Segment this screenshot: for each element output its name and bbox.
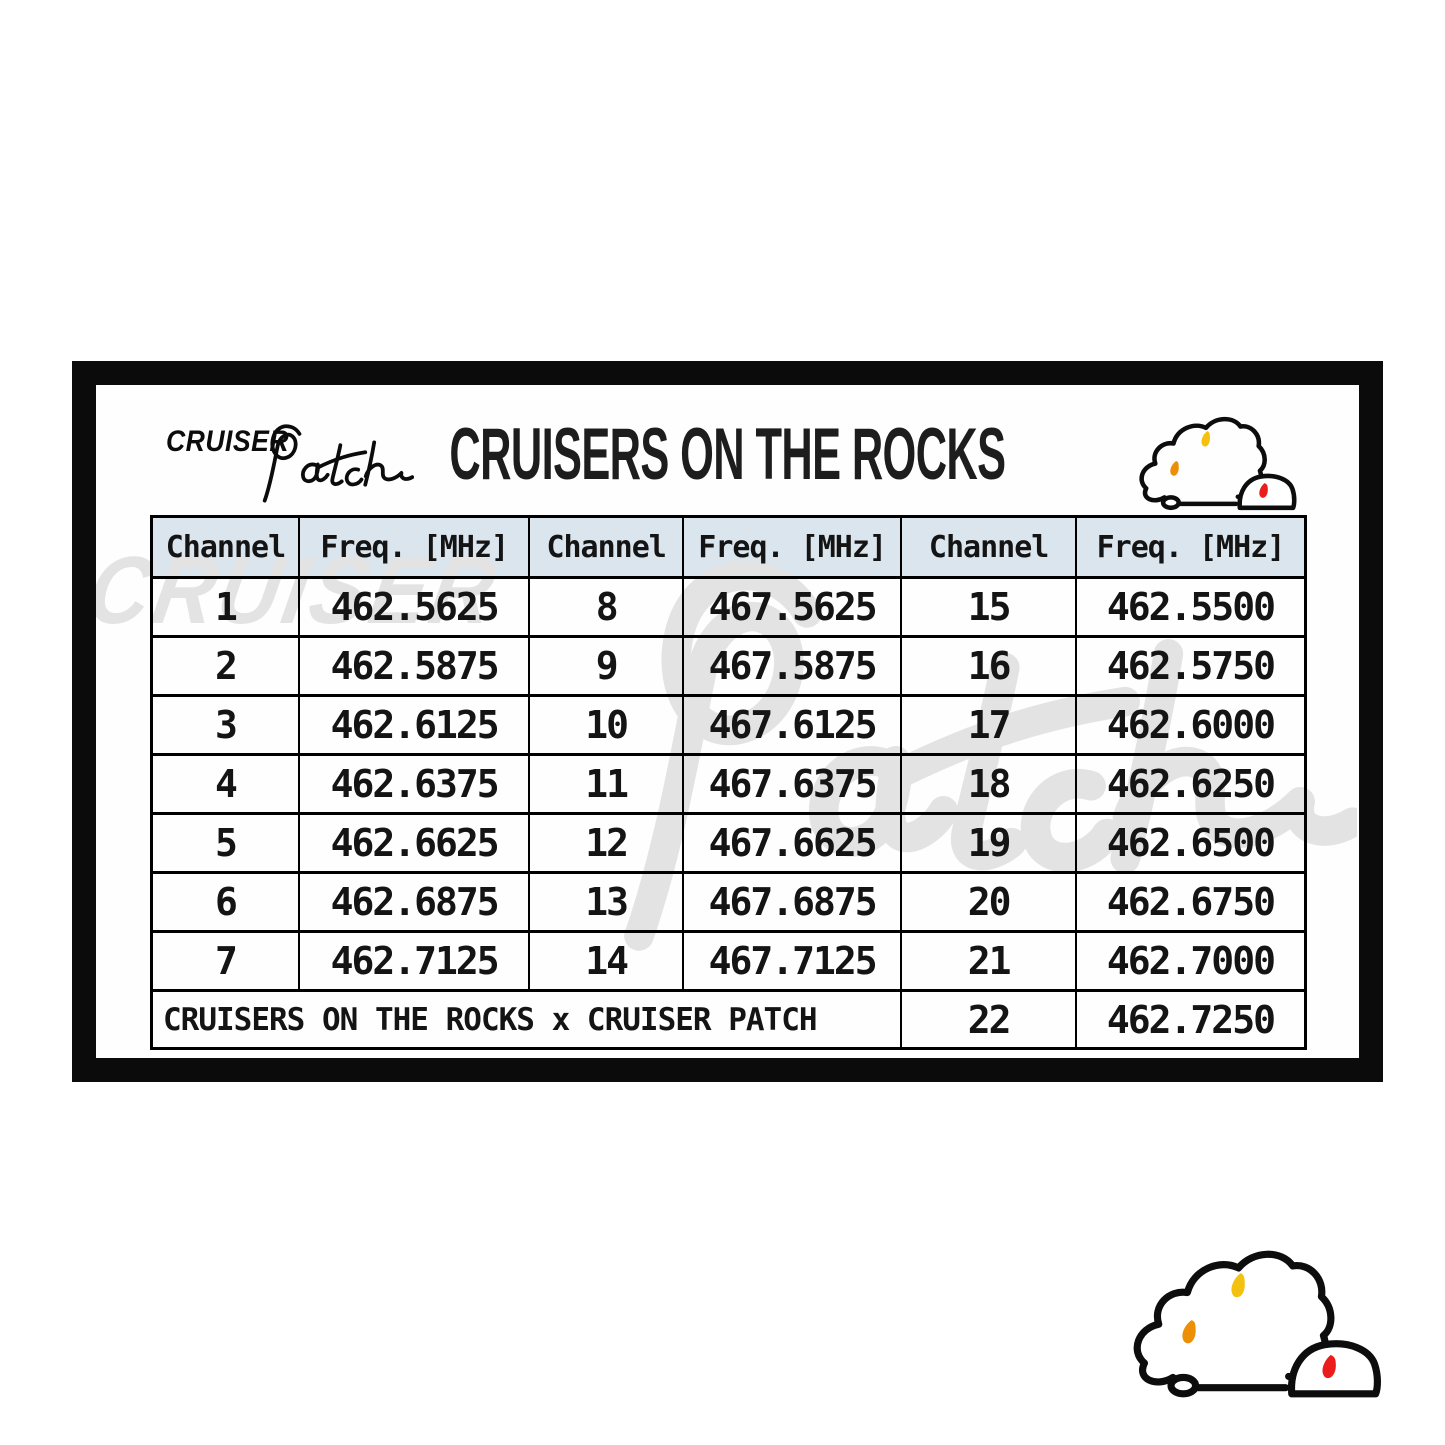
channel-cell: 5: [150, 812, 300, 874]
table-container: Channel Freq. [MHz] Channel Freq. [MHz] …: [150, 515, 1307, 1050]
channel-cell: 2: [150, 635, 300, 697]
freq-cell: 462.6750: [1074, 871, 1307, 933]
channel-cell: 10: [528, 694, 684, 756]
header-cell-channel: Channel: [528, 515, 684, 579]
channel-cell: 3: [150, 694, 300, 756]
freq-cell: 467.6125: [681, 694, 903, 756]
channel-cell: 16: [900, 635, 1077, 697]
channel-cell: 17: [900, 694, 1077, 756]
channel-cell: 7: [150, 930, 300, 992]
freq-cell: 462.6000: [1074, 694, 1307, 756]
channel-cell: 11: [528, 753, 684, 815]
freq-cell: 467.6875: [681, 871, 903, 933]
freq-cell: 467.6625: [681, 812, 903, 874]
table-row: 6 462.6875 13 467.6875 20 462.6750: [150, 871, 1307, 933]
freq-cell: 462.5750: [1074, 635, 1307, 697]
freq-cell: 462.6500: [1074, 812, 1307, 874]
card-title: CRUISERS ON THE ROCKS: [449, 413, 1006, 495]
channel-cell: 12: [528, 812, 684, 874]
freq-cell: 467.5875: [681, 635, 903, 697]
channel-cell: 9: [528, 635, 684, 697]
freq-cell: 462.7125: [297, 930, 531, 992]
freq-cell: 462.6625: [297, 812, 531, 874]
table-row: 7 462.7125 14 467.7125 21 462.7000: [150, 930, 1307, 992]
freq-cell: 462.6250: [1074, 753, 1307, 815]
table-row: 4 462.6375 11 467.6375 18 462.6250: [150, 753, 1307, 815]
table-row: 1 462.5625 8 467.5625 15 462.5500: [150, 576, 1307, 638]
table-row: 3 462.6125 10 467.6125 17 462.6000: [150, 694, 1307, 756]
channel-cell: 20: [900, 871, 1077, 933]
channel-cell: 14: [528, 930, 684, 992]
freq-cell: 462.5875: [297, 635, 531, 697]
frequency-card: CRUISER CRUISER CRUISERS ON THE ROCKS: [72, 361, 1383, 1082]
channel-cell: 1: [150, 576, 300, 638]
freq-cell: 462.7000: [1074, 930, 1307, 992]
rocks-icon: [1116, 409, 1322, 513]
footer-collab-label: CRUISERS ON THE ROCKS x CRUISER PATCH: [150, 989, 903, 1050]
table-row: 2 462.5875 9 467.5875 16 462.5750: [150, 635, 1307, 697]
channel-cell: 21: [900, 930, 1077, 992]
header-cell-freq: Freq. [MHz]: [681, 515, 903, 579]
freq-cell: 467.5625: [681, 576, 903, 638]
freq-cell: 462.6875: [297, 871, 531, 933]
channel-cell: 19: [900, 812, 1077, 874]
channel-cell: 6: [150, 871, 300, 933]
rocks-icon: [1126, 1238, 1392, 1402]
channel-cell: 13: [528, 871, 684, 933]
freq-cell: 462.6125: [297, 694, 531, 756]
channel-cell: 22: [900, 989, 1077, 1050]
channel-cell: 4: [150, 753, 300, 815]
freq-cell: 462.7250: [1074, 989, 1307, 1050]
table-row: 5 462.6625 12 467.6625 19 462.6500: [150, 812, 1307, 874]
header-cell-channel: Channel: [900, 515, 1077, 579]
header-cell-channel: Channel: [150, 515, 300, 579]
channel-cell: 15: [900, 576, 1077, 638]
table-footer-row: CRUISERS ON THE ROCKS x CRUISER PATCH 22…: [150, 989, 1307, 1050]
frequency-table: Channel Freq. [MHz] Channel Freq. [MHz] …: [150, 515, 1307, 1050]
freq-cell: 467.7125: [681, 930, 903, 992]
card-body: CRUISER CRUISER CRUISERS ON THE ROCKS: [96, 385, 1359, 1058]
freq-cell: 462.5500: [1074, 576, 1307, 638]
channel-cell: 8: [528, 576, 684, 638]
header-cell-freq: Freq. [MHz]: [1074, 515, 1307, 579]
table-header-row: Channel Freq. [MHz] Channel Freq. [MHz] …: [150, 515, 1307, 579]
channel-cell: 18: [900, 753, 1077, 815]
freq-cell: 462.6375: [297, 753, 531, 815]
freq-cell: 467.6375: [681, 753, 903, 815]
header-cell-freq: Freq. [MHz]: [297, 515, 531, 579]
freq-cell: 462.5625: [297, 576, 531, 638]
brand-wordmark: CRUISER: [166, 425, 290, 458]
